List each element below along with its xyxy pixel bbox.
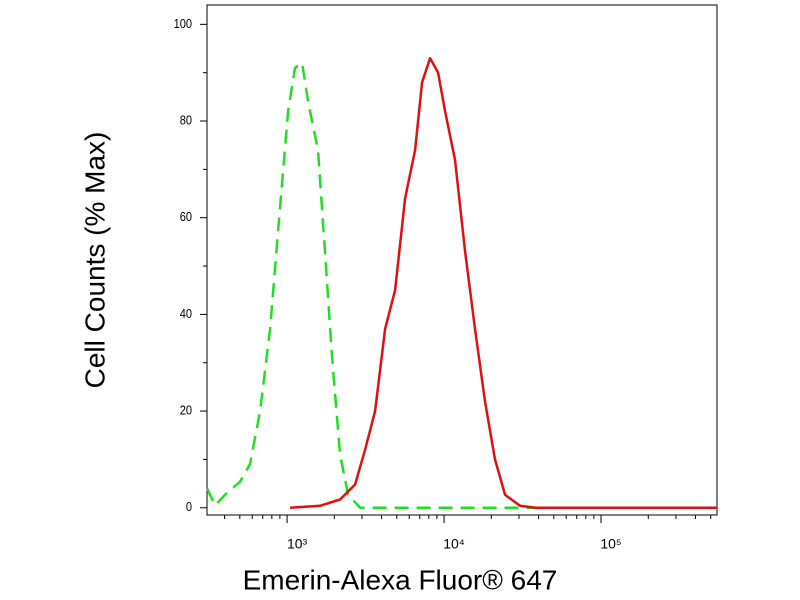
histogram-line <box>290 56 717 509</box>
x-tick-label: 10⁵ <box>600 536 621 552</box>
y-tick-label: 20 <box>180 403 193 418</box>
y-tick-label: 100 <box>174 16 193 31</box>
x-tick-label: 10³ <box>287 536 308 552</box>
x-axis-label: Emerin-Alexa Fluor® 647 <box>243 564 558 595</box>
plot-frame <box>206 4 718 516</box>
y-tick-label: 40 <box>180 306 193 321</box>
y-tick-label: 80 <box>180 113 193 128</box>
x-tick-label: 10⁴ <box>443 536 465 552</box>
histogram-line <box>205 61 717 509</box>
y-tick-label: 60 <box>180 209 193 224</box>
y-axis-label: Cell Counts (% Max) <box>79 132 110 389</box>
y-tick-label: 0 <box>186 499 192 514</box>
